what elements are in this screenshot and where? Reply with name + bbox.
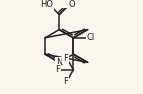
Text: O: O xyxy=(68,0,75,9)
Text: F: F xyxy=(63,54,68,63)
Text: F: F xyxy=(55,65,60,74)
Text: F: F xyxy=(63,77,68,86)
Text: Cl: Cl xyxy=(87,33,95,42)
Text: N: N xyxy=(56,58,62,67)
Text: HO: HO xyxy=(40,0,53,9)
